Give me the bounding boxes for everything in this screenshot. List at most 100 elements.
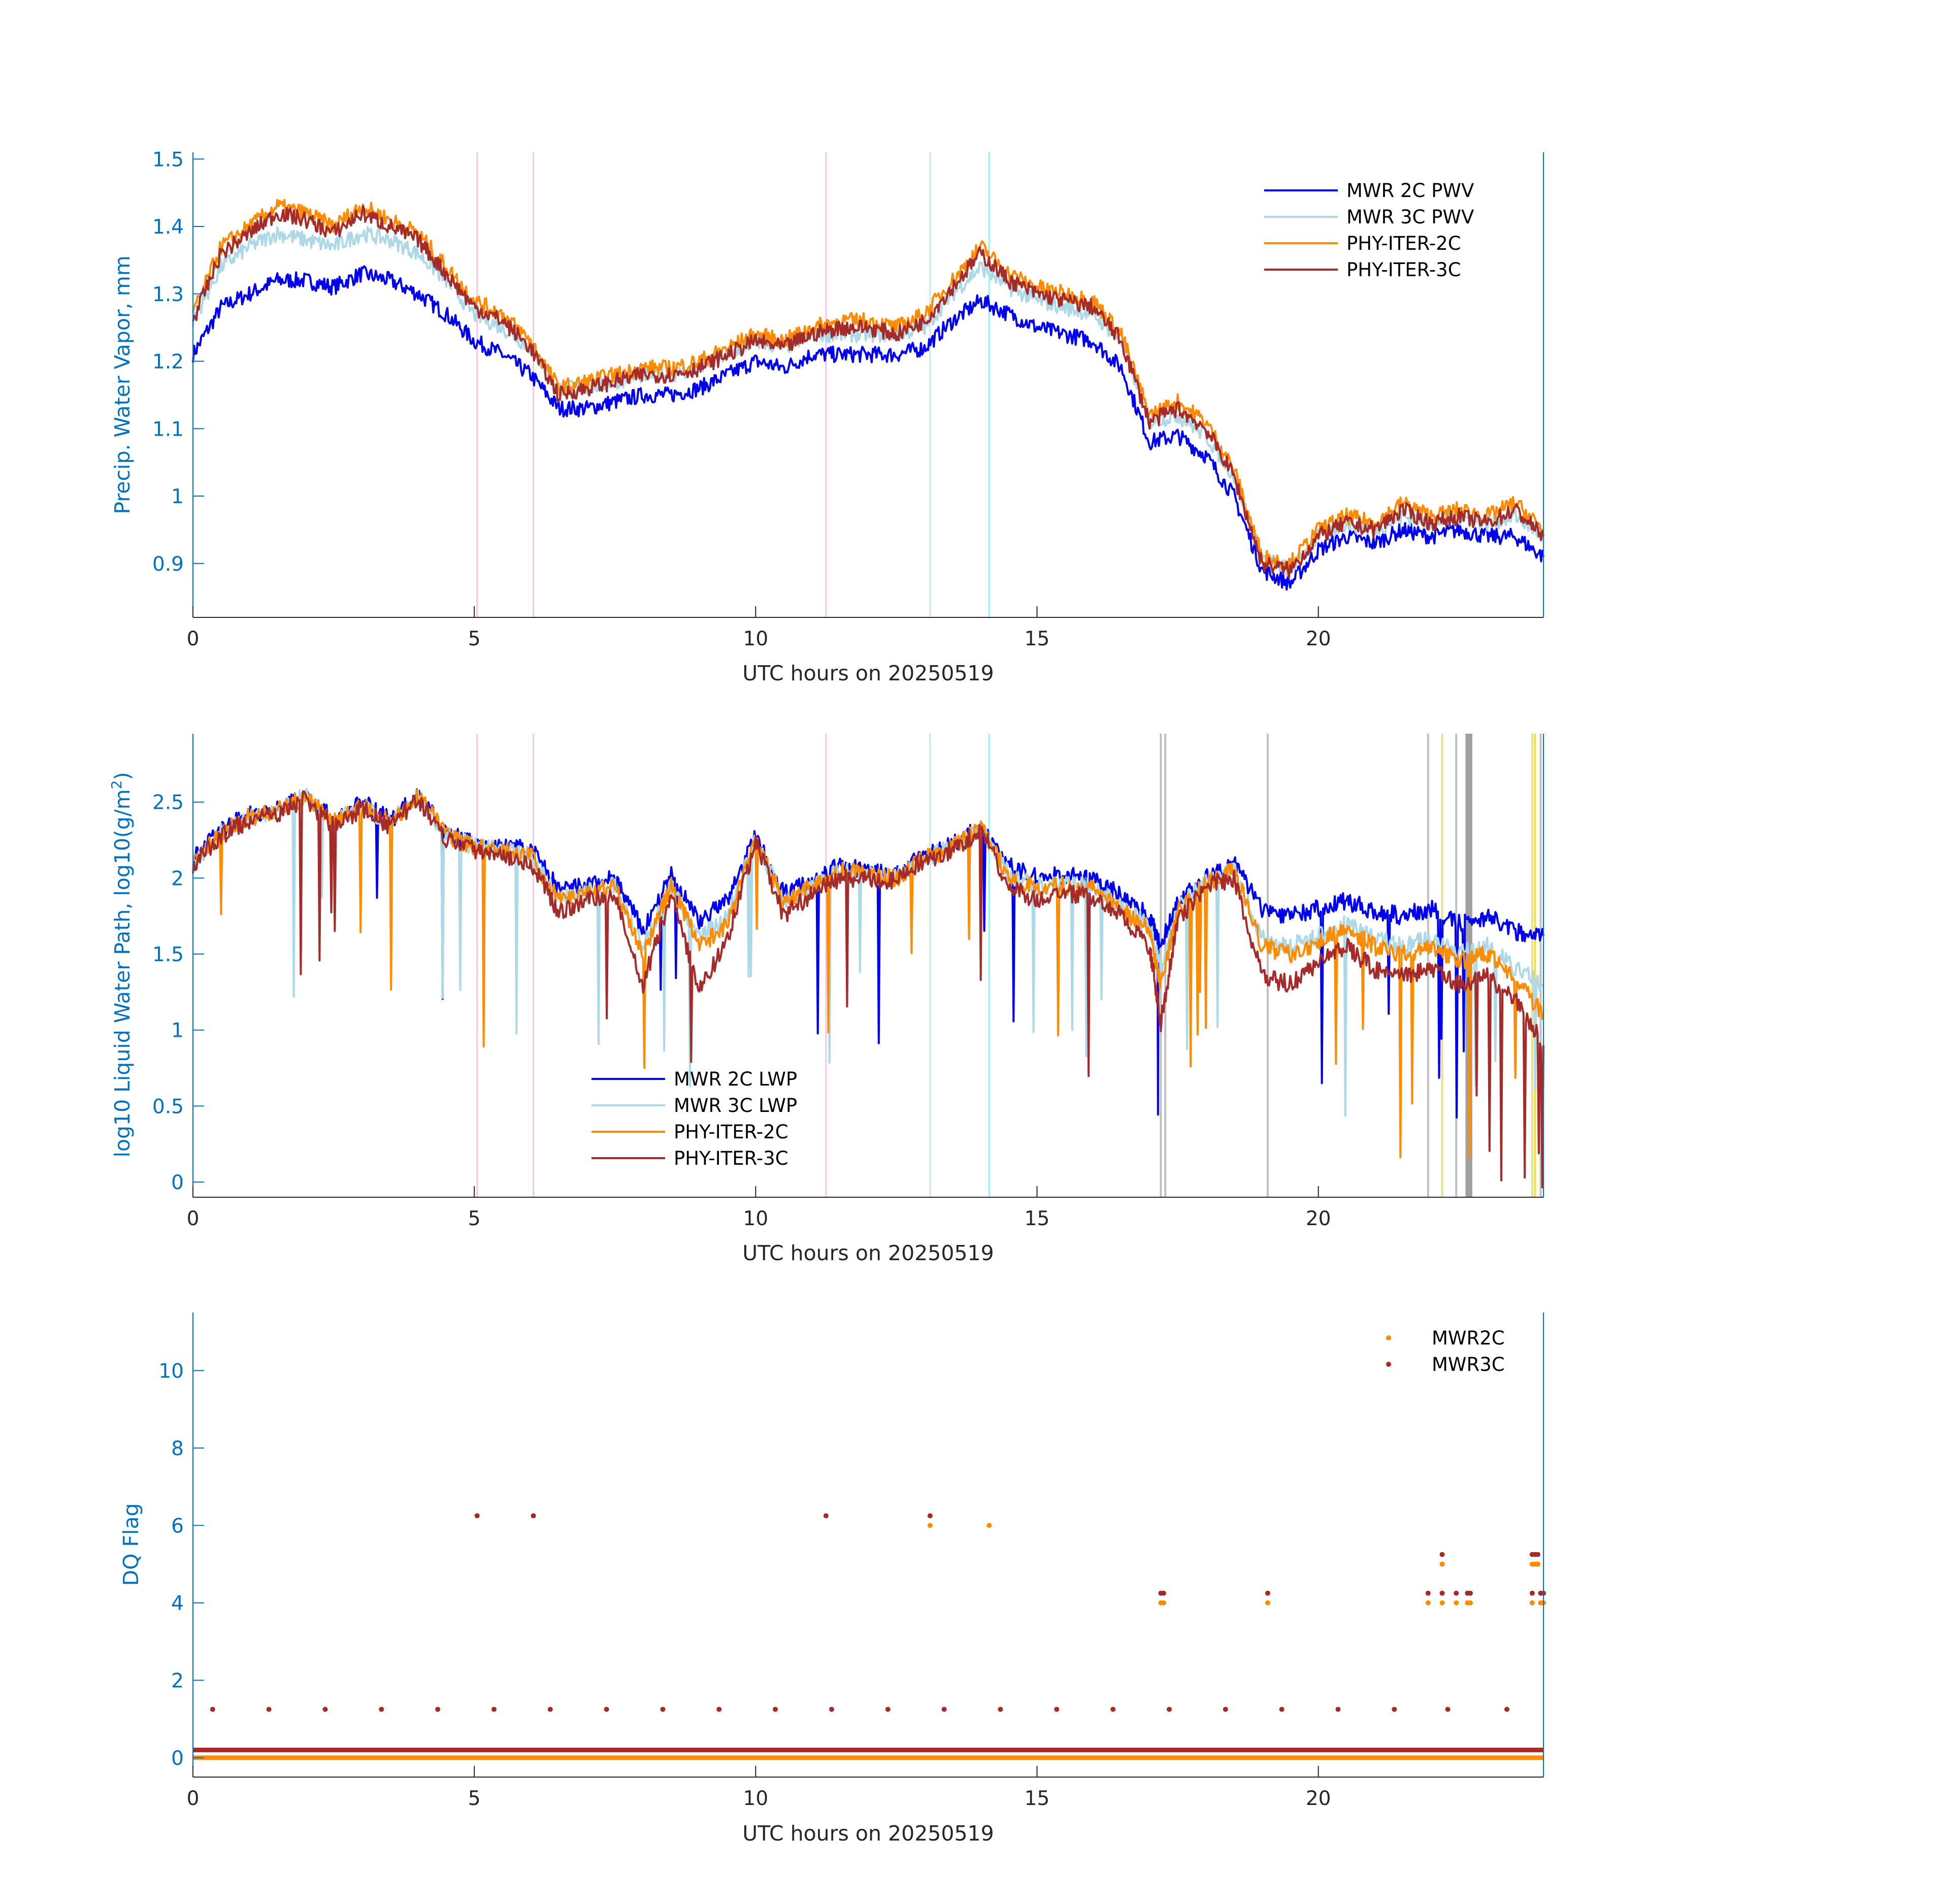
dq-panel: 0 5 10 15 20 0 2 4 6 8 10 UTC hours on 20250519 D… xyxy=(119,1312,1546,1846)
dq-point-1 xyxy=(379,1706,384,1712)
dq-y-tick-label: 0 xyxy=(171,1747,184,1770)
dq-x-tick-label: 0 xyxy=(187,1787,200,1810)
pwv-x-ticks: 0 5 10 15 20 xyxy=(187,606,1331,650)
dq-point-0 xyxy=(986,1523,992,1528)
dq-point-1 xyxy=(1161,1590,1166,1596)
dq-point-1 xyxy=(1110,1706,1116,1712)
dq-point-1 xyxy=(1439,1552,1445,1557)
dq-x-tick-label: 10 xyxy=(743,1787,769,1810)
dq-point-1 xyxy=(716,1706,722,1712)
lwp-y-axis-label: log10 Liquid Water Path, log10(g/m2) xyxy=(108,772,135,1157)
lwp-legend-label-1: MWR 3C LWP xyxy=(674,1095,797,1117)
pwv-x-tick-label: 20 xyxy=(1306,628,1331,650)
pwv-legend-label-0: MWR 2C PWV xyxy=(1346,180,1474,202)
dq-point-0 xyxy=(1467,1600,1473,1605)
dq-series-group xyxy=(193,1513,1546,1760)
dq-point-1 xyxy=(474,1513,480,1519)
lwp-x-tick-label: 20 xyxy=(1306,1207,1331,1230)
dq-point-0 xyxy=(1161,1600,1166,1605)
dq-point-1 xyxy=(941,1706,947,1712)
pwv-flag-lines xyxy=(476,152,990,617)
dq-legend-label-0: MWR2C xyxy=(1432,1327,1505,1349)
pwv-legend-label-3: PHY-ITER-3C xyxy=(1346,259,1461,281)
dq-y-tick-label: 4 xyxy=(171,1592,184,1615)
dq-point-1 xyxy=(885,1706,891,1712)
pwv-legend-label-1: MWR 3C PWV xyxy=(1346,206,1474,228)
lwp-y-axis-label-end: ) xyxy=(110,772,135,780)
lwp-y-tick-label: 0 xyxy=(171,1171,184,1194)
pwv-y-axis-label: Precip. Water Vapor, mm xyxy=(110,255,135,514)
pwv-y-ticks: 0.9 1 1.1 1.2 1.3 1.4 1.5 xyxy=(152,148,204,576)
pwv-y-tick-label: 0.9 xyxy=(152,553,184,576)
dq-point-1 xyxy=(823,1513,829,1519)
dq-legend-label-1: MWR3C xyxy=(1432,1354,1505,1375)
dq-point-1 xyxy=(1467,1590,1473,1596)
dq-point-1 xyxy=(773,1706,778,1712)
pwv-y-tick-label: 1.4 xyxy=(152,216,184,239)
dq-point-0 xyxy=(1425,1600,1431,1605)
dq-x-ticks: 0 5 10 15 20 xyxy=(187,1766,1331,1810)
pwv-x-tick-label: 5 xyxy=(468,628,481,650)
dq-point-1 xyxy=(491,1706,497,1712)
pwv-series-group xyxy=(192,199,1544,591)
pwv-legend-label-2: PHY-ITER-2C xyxy=(1346,233,1461,254)
dq-point-1 xyxy=(1054,1706,1060,1712)
pwv-y-tick-label: 1.1 xyxy=(152,418,184,441)
dq-point-1 xyxy=(1529,1590,1535,1596)
dq-x-tick-label: 20 xyxy=(1306,1787,1331,1810)
lwp-y-tick-label: 2 xyxy=(171,867,184,890)
pwv-x-tick-label: 15 xyxy=(1025,628,1050,650)
dq-point-1 xyxy=(829,1706,834,1712)
dq-x-tick-label: 5 xyxy=(468,1787,481,1810)
pwv-series-line-2 xyxy=(192,199,1544,571)
lwp-series-line-2 xyxy=(192,789,1544,1159)
dq-y-tick-label: 2 xyxy=(171,1669,184,1692)
lwp-y-axis-label-sup: 2 xyxy=(108,780,125,789)
dq-point-0 xyxy=(1439,1561,1445,1567)
pwv-y-tick-label: 1.3 xyxy=(152,283,184,306)
dq-point-0 xyxy=(1265,1600,1270,1605)
dq-legend-marker-0 xyxy=(1386,1335,1391,1340)
dq-point-1 xyxy=(998,1706,1003,1712)
dq-point-1 xyxy=(1335,1706,1341,1712)
dq-legend: MWR2C MWR3C xyxy=(1386,1327,1505,1375)
dq-y-tick-label: 10 xyxy=(158,1360,184,1383)
dq-point-1 xyxy=(927,1513,933,1519)
lwp-y-tick-label: 1.5 xyxy=(152,943,184,966)
dq-point-1 xyxy=(266,1706,272,1712)
dq-point-1 xyxy=(1535,1552,1540,1557)
dq-y-ticks: 0 2 4 6 8 10 xyxy=(158,1360,204,1770)
dq-point-0 xyxy=(1535,1561,1540,1567)
dq-point-1 xyxy=(531,1513,536,1519)
dq-point-0 xyxy=(927,1523,933,1528)
pwv-legend: MWR 2C PWV MWR 3C PWV PHY-ITER-2C PHY-ITER-… xyxy=(1264,180,1474,281)
pwv-y-tick-label: 1 xyxy=(171,485,184,508)
lwp-legend: MWR 2C LWP MWR 3C LWP PHY-ITER-2C PHY-ITER-… xyxy=(591,1068,797,1169)
dq-point-1 xyxy=(1392,1706,1397,1712)
dq-point-1 xyxy=(1279,1706,1285,1712)
dq-point-1 xyxy=(604,1706,609,1712)
lwp-y-axis-label-main: log10 Liquid Water Path, log10(g/m xyxy=(110,789,135,1157)
lwp-y-tick-label: 1 xyxy=(171,1020,184,1042)
dq-point-1 xyxy=(1504,1706,1509,1712)
dq-point-0 xyxy=(1439,1600,1445,1605)
dq-y-tick-label: 8 xyxy=(171,1437,184,1460)
dq-x-tick-label: 15 xyxy=(1025,1787,1050,1810)
dq-y-tick-label: 6 xyxy=(171,1515,184,1537)
lwp-legend-label-0: MWR 2C LWP xyxy=(674,1068,797,1090)
lwp-panel: 0 5 10 15 20 0 0.5 1 1.5 2 2.5 UTC hours on 20250… xyxy=(108,734,1544,1265)
lwp-x-tick-label: 10 xyxy=(743,1207,769,1230)
pwv-series-line-3 xyxy=(192,205,1544,578)
dq-point-0 xyxy=(1529,1600,1535,1605)
dq-point-1 xyxy=(322,1706,328,1712)
lwp-legend-label-3: PHY-ITER-3C xyxy=(674,1147,788,1169)
dq-point-1 xyxy=(660,1706,666,1712)
pwv-x-tick-label: 10 xyxy=(743,628,769,650)
pwv-y-tick-label: 1.2 xyxy=(152,351,184,374)
dq-legend-marker-1 xyxy=(1386,1362,1391,1367)
lwp-legend-label-2: PHY-ITER-2C xyxy=(674,1121,788,1143)
pwv-series-line-0 xyxy=(192,265,1544,591)
lwp-x-ticks: 0 5 10 15 20 xyxy=(187,1186,1331,1230)
dq-point-1 xyxy=(210,1706,215,1712)
dq-point-1 xyxy=(1166,1706,1172,1712)
